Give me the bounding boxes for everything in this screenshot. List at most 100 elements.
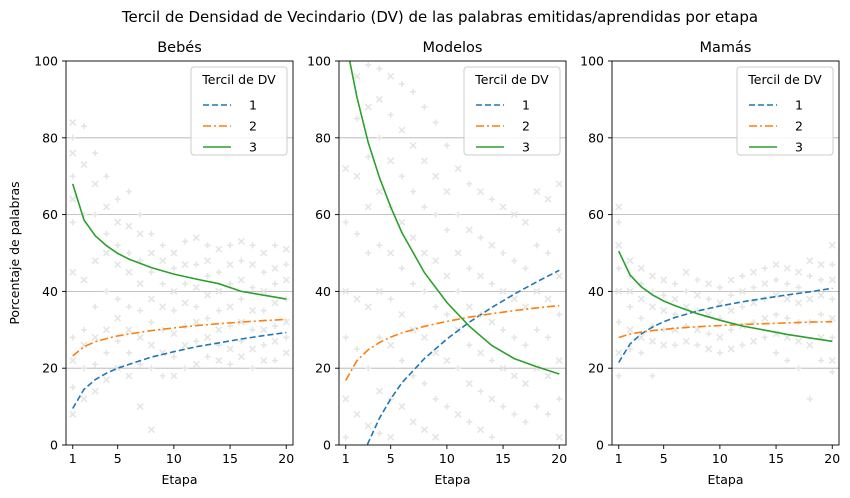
scatter-point — [353, 410, 361, 418]
series-line-3 — [617, 250, 833, 343]
scatter-point — [817, 291, 825, 299]
scatter-point — [148, 365, 155, 372]
scatter-point — [521, 379, 530, 388]
scatter-point — [283, 261, 290, 268]
scatter-point — [432, 257, 440, 265]
scatter-point — [615, 319, 622, 326]
legend-label: 2 — [249, 119, 257, 134]
scatter-point — [272, 322, 279, 329]
scatter-point — [511, 257, 518, 264]
scatter-point — [260, 269, 267, 276]
scatter-point — [249, 326, 256, 333]
scatter-point — [432, 395, 439, 402]
scatter-point — [521, 218, 530, 226]
scatter-point — [828, 314, 836, 322]
scatter-point — [272, 357, 279, 364]
scatter-point — [806, 295, 814, 303]
legend-label: 1 — [522, 98, 530, 113]
scatter-point — [626, 257, 634, 265]
scatter-point — [660, 276, 668, 284]
scatter-point — [716, 349, 723, 356]
scatter-point — [204, 353, 211, 360]
scatter-point — [215, 245, 223, 253]
x-tick-label: 10 — [712, 451, 728, 466]
scatter-point — [477, 187, 485, 196]
scatter-point — [817, 260, 825, 269]
scatter-point — [750, 299, 758, 307]
scatter-point — [556, 395, 563, 402]
scatter-point — [693, 291, 701, 299]
scatter-point — [738, 287, 746, 295]
scatter-point — [282, 318, 290, 326]
scatter-point — [783, 264, 791, 272]
scatter-point — [271, 264, 279, 272]
scatter-point — [638, 349, 645, 356]
x-tick-label: 10 — [439, 451, 455, 466]
scatter-point — [204, 333, 212, 342]
scatter-point — [282, 245, 290, 253]
scatter-point — [125, 250, 132, 256]
scatter-point — [443, 356, 451, 365]
legend: Tercil de DV 1 2 3 — [736, 66, 834, 156]
scatter-point — [282, 276, 290, 284]
scatter-point — [488, 196, 495, 203]
scatter-point — [432, 172, 440, 180]
scatter-point — [69, 118, 77, 127]
legend: Tercil de DV 1 2 3 — [190, 66, 288, 156]
scatter-point — [555, 356, 563, 365]
scatter-point — [181, 341, 189, 349]
scatter-point — [147, 249, 155, 257]
scatter-point — [376, 430, 383, 437]
scatter-point — [784, 357, 791, 364]
scatter-point — [626, 326, 634, 334]
scatter-point — [488, 241, 496, 249]
scatter-point — [249, 284, 256, 291]
scatter-point — [510, 295, 518, 303]
scatter-point — [102, 203, 111, 211]
scatter-point — [555, 272, 563, 280]
scatter-point — [353, 72, 361, 80]
series-lines — [345, 61, 560, 445]
scatter-point — [170, 353, 177, 360]
scatter-point — [227, 280, 234, 287]
scatter-point — [694, 276, 701, 283]
scatter-point — [828, 276, 836, 284]
scatter-point — [80, 365, 87, 372]
y-tick-label: 0 — [323, 438, 331, 453]
scatter-point — [215, 307, 222, 314]
legend-label: 2 — [795, 119, 803, 134]
scatter-point — [125, 326, 133, 334]
scatter-point — [465, 303, 473, 311]
x-axis-label: Etapa — [434, 472, 470, 487]
scatter-point — [443, 142, 450, 149]
scatter-point — [204, 315, 211, 322]
scatter-point — [750, 284, 757, 291]
y-tick-label: 20 — [315, 361, 331, 376]
scatter-point — [376, 134, 383, 141]
scatter-point — [170, 249, 178, 257]
x-tick-label: 20 — [551, 451, 567, 466]
y-tick-label: 40 — [315, 284, 331, 299]
scatter-point — [342, 219, 349, 226]
x-tick-label: 20 — [278, 451, 294, 466]
scatter-point — [283, 334, 290, 341]
scatter-point — [705, 280, 713, 288]
scatter-point — [806, 395, 813, 402]
scatter-point — [159, 372, 166, 379]
scatter-point — [500, 403, 507, 410]
scatter-point — [375, 287, 384, 295]
scatter-point — [784, 280, 791, 287]
legend-label: 2 — [522, 119, 530, 134]
scatter-point — [376, 65, 383, 72]
scatter-point — [795, 284, 802, 291]
scatter-point — [69, 410, 77, 418]
scatter-point — [671, 342, 678, 349]
scatter-point — [365, 250, 372, 256]
legend: Tercil de DV 1 2 3 — [463, 66, 561, 156]
scatter-point — [260, 307, 267, 314]
scatter-point — [282, 349, 290, 357]
scatter-point — [193, 303, 200, 310]
scatter-point — [215, 287, 223, 295]
scatter-point — [398, 310, 406, 319]
scatter-point — [398, 173, 405, 180]
